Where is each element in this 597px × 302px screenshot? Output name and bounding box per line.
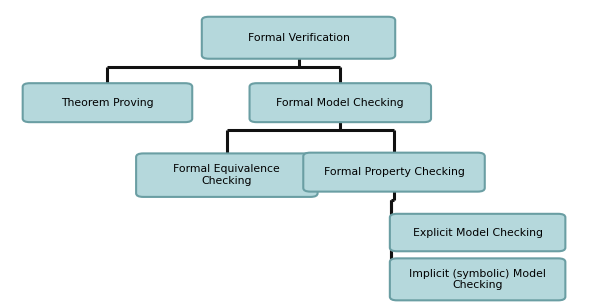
FancyBboxPatch shape bbox=[136, 153, 318, 197]
Text: Implicit (symbolic) Model
Checking: Implicit (symbolic) Model Checking bbox=[409, 268, 546, 290]
FancyBboxPatch shape bbox=[250, 83, 431, 122]
FancyBboxPatch shape bbox=[23, 83, 192, 122]
FancyBboxPatch shape bbox=[202, 17, 395, 59]
Text: Formal Property Checking: Formal Property Checking bbox=[324, 167, 464, 177]
FancyBboxPatch shape bbox=[303, 153, 485, 192]
Text: Formal Verification: Formal Verification bbox=[248, 33, 349, 43]
Text: Theorem Proving: Theorem Proving bbox=[61, 98, 154, 108]
FancyBboxPatch shape bbox=[390, 258, 565, 300]
Text: Explicit Model Checking: Explicit Model Checking bbox=[413, 227, 543, 238]
Text: Formal Model Checking: Formal Model Checking bbox=[276, 98, 404, 108]
FancyBboxPatch shape bbox=[390, 214, 565, 251]
Text: Formal Equivalence
Checking: Formal Equivalence Checking bbox=[174, 164, 280, 186]
